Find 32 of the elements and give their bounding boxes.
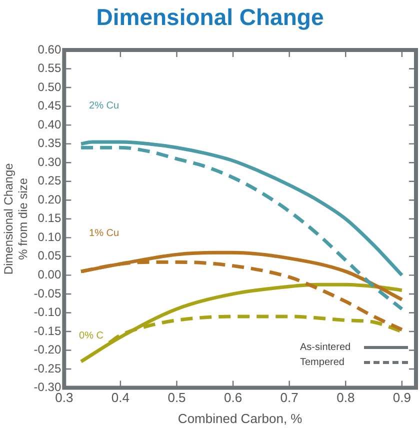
annotation: As-sintered — [300, 342, 352, 353]
y-tick-label: 0.10 — [38, 230, 62, 244]
annotation: Tempered — [300, 356, 346, 368]
y-tick-label: 0.55 — [38, 61, 62, 76]
x-tick-label: 0.4 — [111, 390, 130, 406]
y-tick-label: 0.20 — [38, 192, 62, 206]
x-tick-label: 0.7 — [280, 390, 298, 406]
y-tick-label: 0.25 — [38, 174, 62, 188]
y-tick-label: 0.50 — [38, 80, 62, 94]
y-tick-label: 0.60 — [38, 42, 62, 56]
x-tick-label: 0.8 — [336, 390, 355, 406]
annotation: 1% Cu — [89, 228, 120, 240]
annotation: 0% C — [79, 330, 104, 342]
y-tick-label: 0.00 — [38, 268, 62, 282]
y-tick-label: -0.10 — [34, 305, 62, 320]
y-tick-label: -0.25 — [34, 361, 62, 376]
chart-title: Dimensional Change — [95, 4, 325, 31]
y-tick-label: -0.05 — [34, 286, 62, 300]
x-tick-label: 0.5 — [168, 390, 186, 406]
y-tick-label: 0.45 — [38, 98, 62, 113]
y-tick-label: 0.40 — [38, 117, 62, 132]
x-axis-title: Combined Carbon, % — [178, 410, 303, 426]
x-tick-label: 0.9 — [392, 390, 411, 406]
y-tick-label: -0.15 — [34, 324, 62, 338]
y-tick-label: -0.20 — [34, 342, 62, 357]
y-axis-title: Dimensional Change % from die size — [2, 162, 30, 275]
annotation: 2% Cu — [89, 100, 120, 112]
y-tick-label: 0.15 — [38, 211, 62, 226]
y-tick-label: 0.30 — [38, 154, 62, 169]
y-tick-label: 0.05 — [38, 248, 62, 263]
y-tick-label: 0.35 — [38, 136, 62, 150]
x-tick-label: 0.6 — [224, 390, 242, 406]
